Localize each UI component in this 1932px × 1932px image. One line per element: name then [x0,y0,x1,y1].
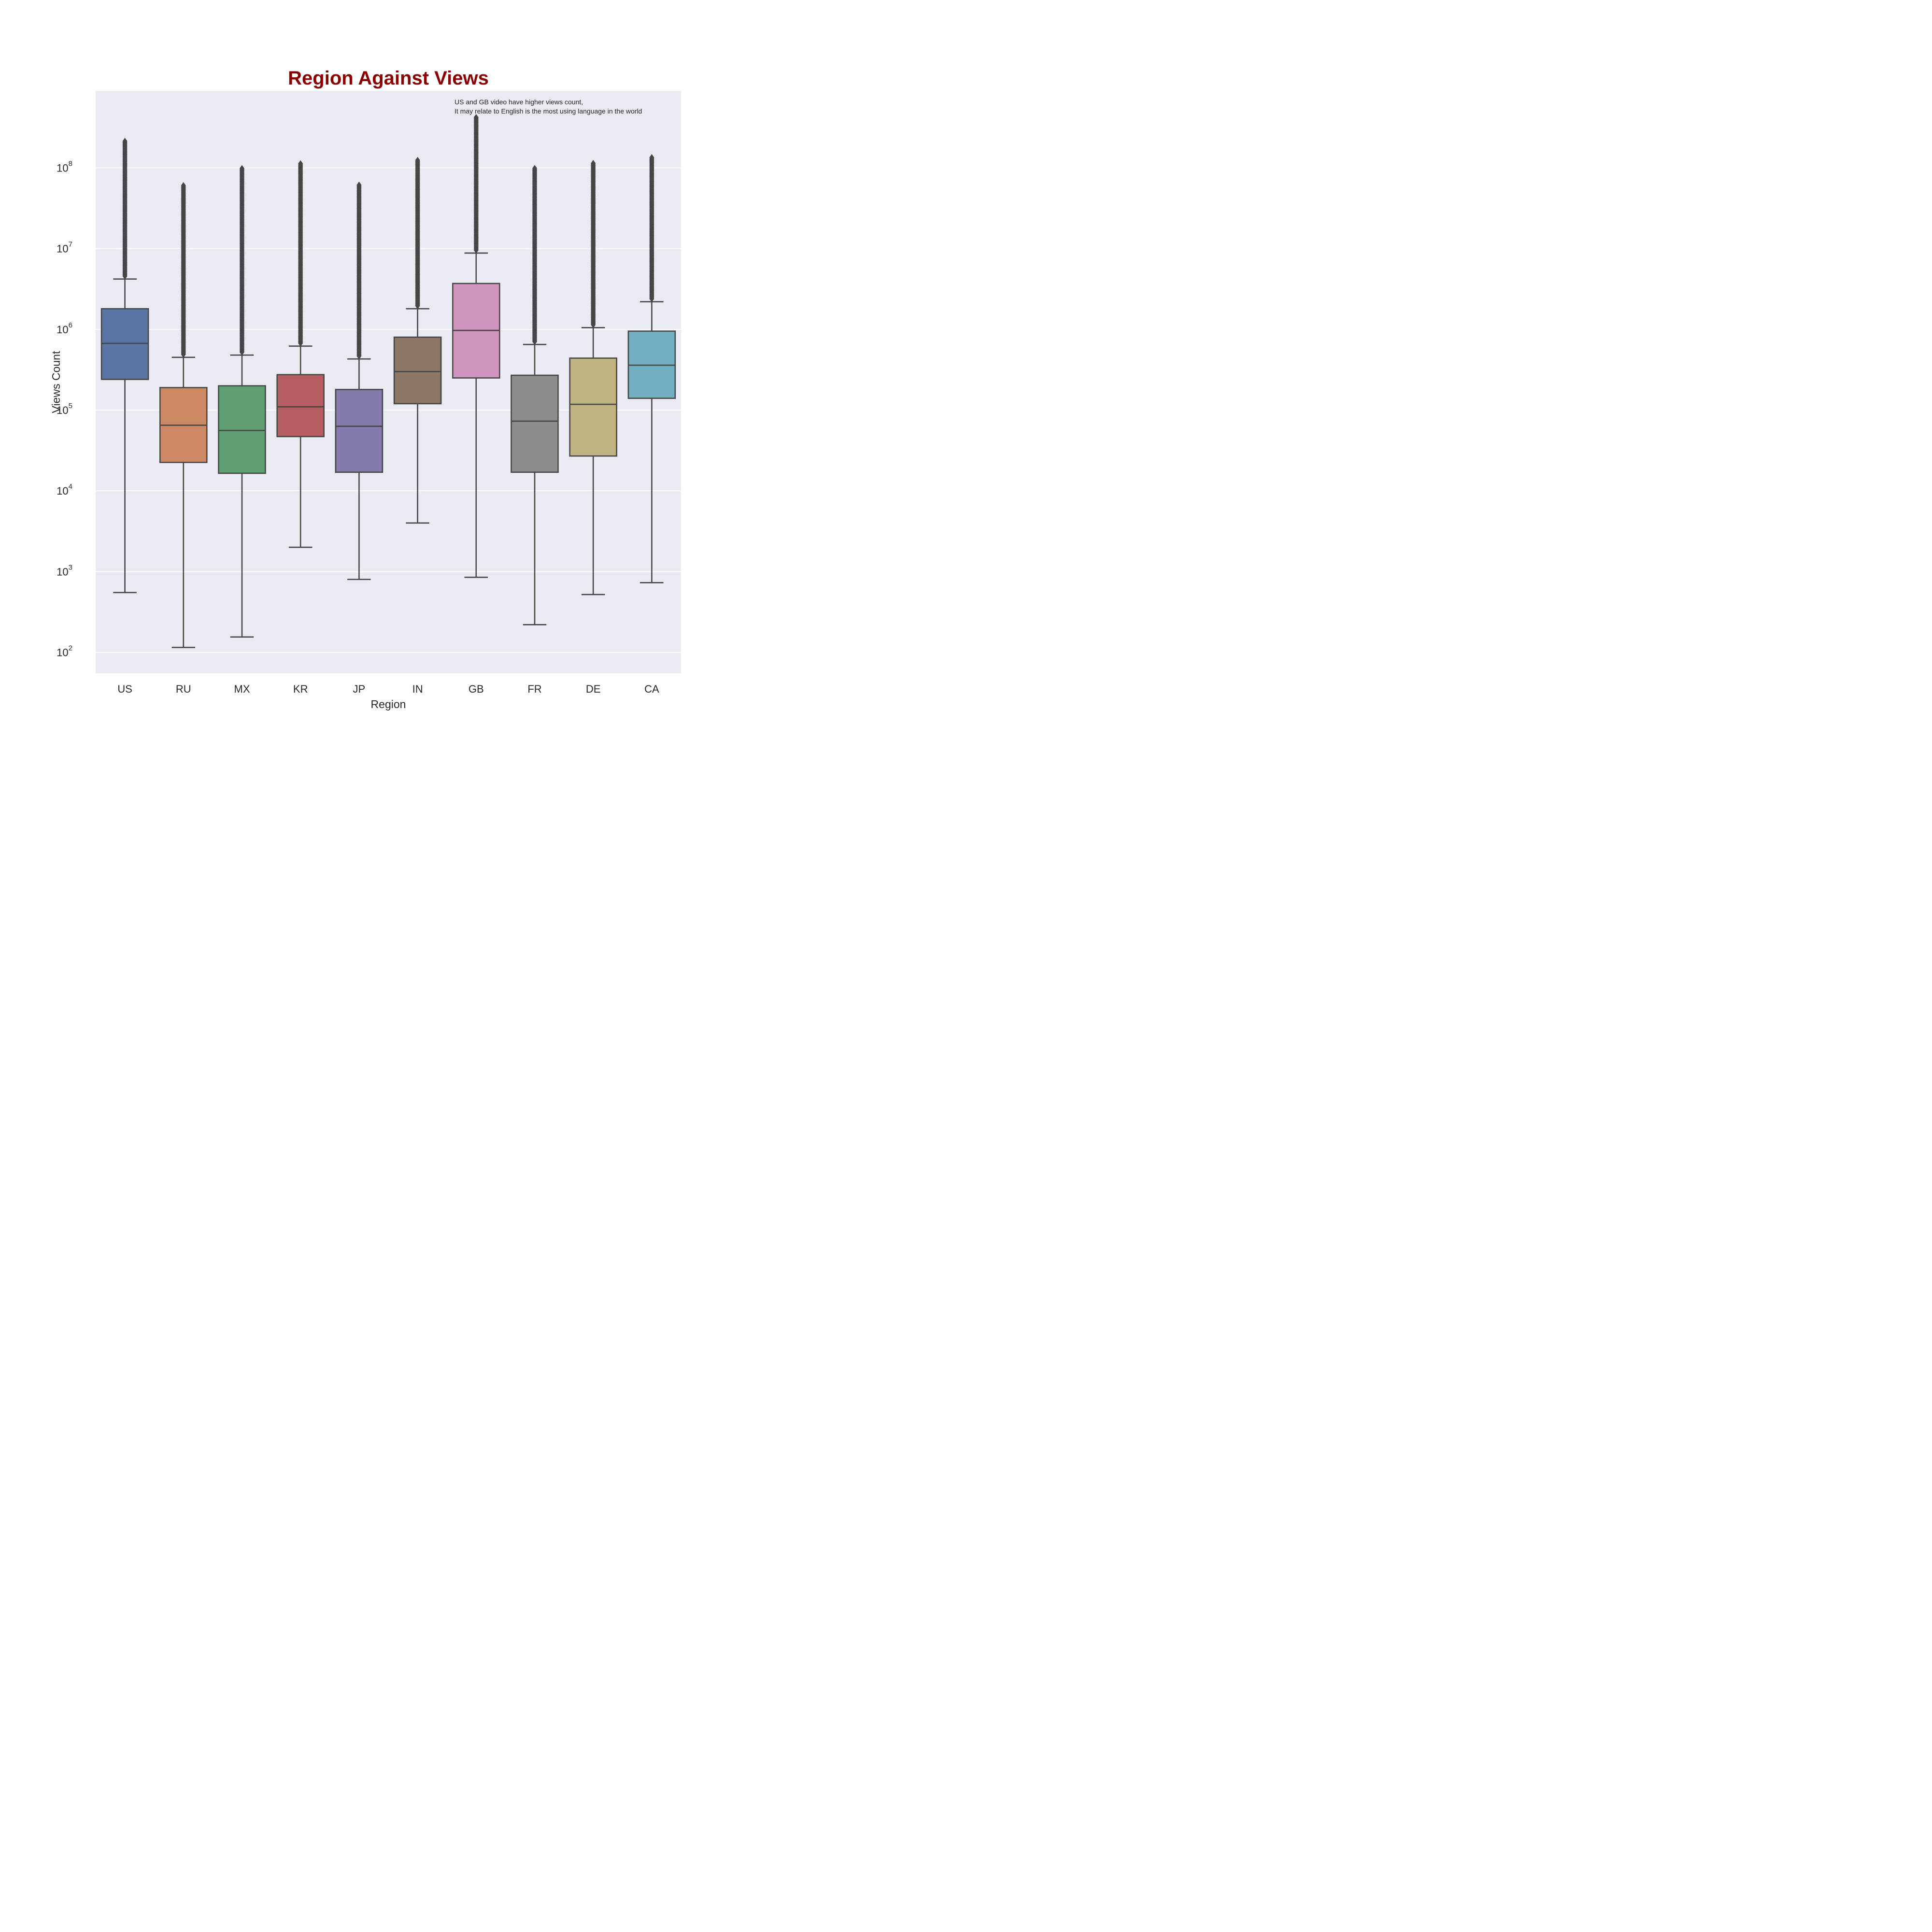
outlier-marker [181,182,186,189]
box-plot-chart: 102 103 104 105 106 107 108 US RU MX KR JP IN GB FR DE… [50,68,681,710]
outlier-marker [240,165,244,172]
x-axis-label: Region [371,698,406,710]
outliers [181,182,186,358]
box-group-fr [511,165,559,625]
outliers [240,165,244,356]
outliers [473,114,479,254]
x-tick-labels: US RU MX KR JP IN GB FR DE CA [117,683,659,695]
box-group-gb [452,114,500,578]
annotation-line-2: It may relate to English is the most usi… [455,107,642,115]
outliers [122,138,128,280]
box-group-us [100,138,149,594]
outliers [356,181,362,360]
y-tick-label: 105 [57,402,72,416]
x-tick-label: MX [234,683,250,695]
outliers [298,160,303,347]
y-tick-label: 106 [57,321,72,336]
outliers [591,159,596,328]
box-group-mx [218,165,266,638]
outlier-marker [298,160,303,167]
x-tick-label: GB [469,683,484,695]
annotation-line-1: US and GB video have higher views count, [455,98,583,106]
x-tick-label: IN [412,683,423,695]
outlier-marker [356,181,362,188]
x-tick-label: JP [353,683,366,695]
outliers [415,156,420,310]
chart-title: Region Against Views [288,68,489,89]
box [393,336,442,405]
outlier-marker [415,156,420,164]
box-group-ca [627,154,676,583]
box-group-kr [276,160,325,548]
y-tick-label: 107 [57,241,72,255]
outlier-marker [473,114,479,121]
x-tick-label: CA [644,683,659,695]
outlier-marker [122,138,128,145]
y-tick-label: 103 [57,563,72,578]
box [511,374,559,473]
box-group-in [393,156,442,524]
x-tick-label: US [117,683,132,695]
outliers [532,165,537,345]
box-group-de [569,159,617,596]
box [218,385,266,474]
x-tick-label: DE [586,683,601,695]
box-group-jp [335,181,384,580]
y-axis-label: Views Count [50,351,62,413]
outliers [649,154,654,302]
box [335,389,384,473]
box [569,357,617,457]
x-tick-label: KR [293,683,308,695]
x-tick-label: RU [176,683,191,695]
y-tick-label: 104 [57,483,72,497]
y-tick-label: 108 [57,160,72,174]
outlier-marker [591,159,596,167]
y-tick-label: 102 [57,644,72,659]
box-group-ru [159,182,208,648]
chart-root: 102 103 104 105 106 107 108 US RU MX KR JP IN GB FR DE… [0,0,753,753]
box [276,374,325,438]
box [100,308,149,380]
y-tick-labels: 102 103 104 105 106 107 108 [57,160,72,659]
boxes-layer [100,114,676,648]
outlier-marker [532,165,537,172]
x-tick-label: FR [527,683,541,695]
outlier-marker [649,154,654,161]
